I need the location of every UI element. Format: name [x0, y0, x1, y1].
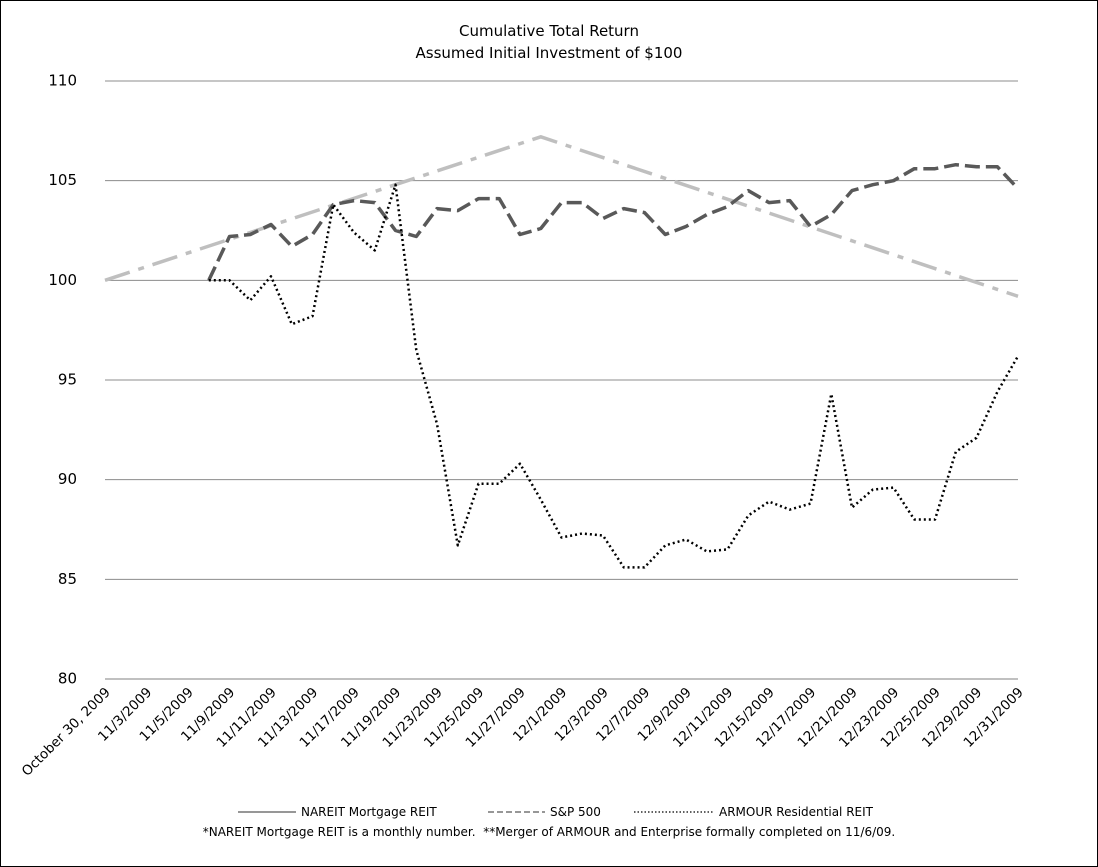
legend-label: S&P 500 — [550, 805, 601, 819]
legend-label: NAREIT Mortgage REIT — [301, 805, 437, 819]
chart-subtitle: Assumed Initial Investment of $100 — [416, 44, 683, 62]
footnote: *NAREIT Mortgage REIT is a monthly numbe… — [203, 825, 896, 839]
series-line — [208, 183, 1020, 569]
y-tick-label: 100 — [48, 271, 77, 289]
y-tick-label: 80 — [58, 670, 77, 688]
chart-title: Cumulative Total Return — [459, 22, 639, 40]
y-tick-label: 95 — [58, 371, 77, 389]
legend-label: ARMOUR Residential REIT — [719, 805, 874, 819]
series-line — [104, 135, 1019, 298]
y-tick-label: 110 — [48, 72, 77, 90]
series-line — [207, 162, 1020, 282]
y-tick-label: 105 — [48, 171, 77, 189]
y-tick-label: 85 — [58, 570, 77, 588]
y-tick-label: 90 — [58, 470, 77, 488]
